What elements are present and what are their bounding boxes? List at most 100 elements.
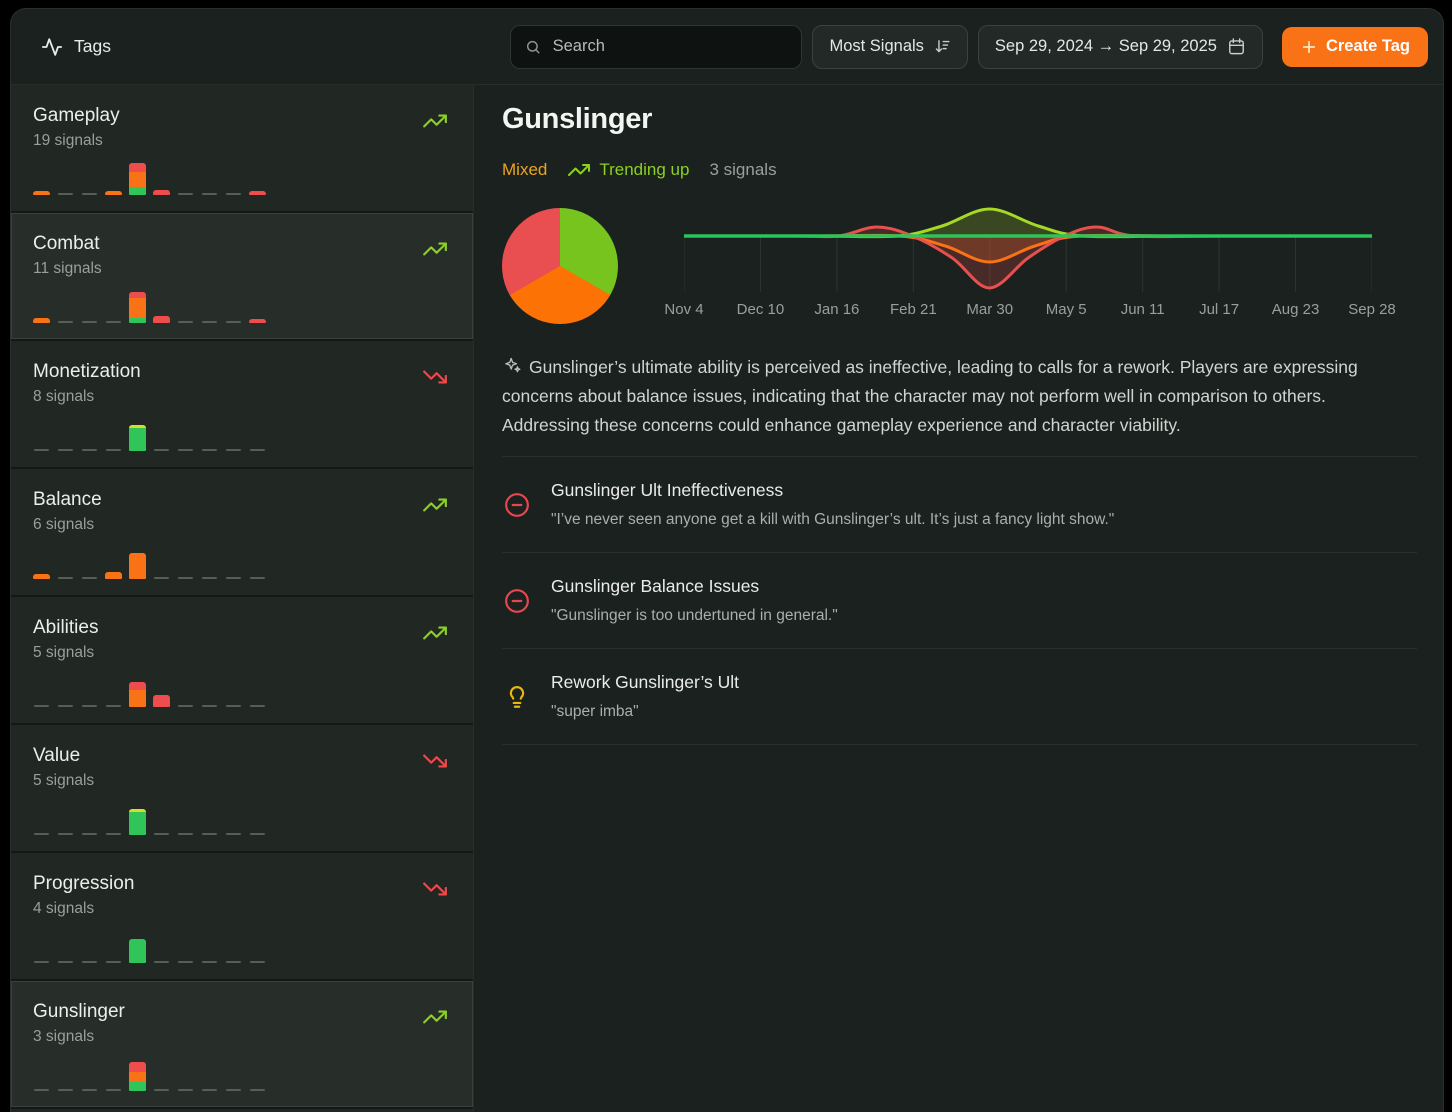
tag-list-item-abilities[interactable]: Abilities 5 signals bbox=[11, 597, 473, 723]
sparkline-bar-green bbox=[129, 318, 146, 323]
signals-timeline-chart: Nov 4 Dec 10 Jan 16 Feb 21 Mar 30 May 5 Jun 11… bbox=[664, 190, 1396, 319]
sparkline-empty-dash bbox=[250, 576, 265, 579]
sparkline-empty-dash bbox=[202, 576, 217, 579]
sparkline-empty-dash bbox=[226, 704, 241, 707]
sparkline-empty-dash bbox=[202, 1088, 217, 1091]
tag-sparkline bbox=[33, 675, 450, 707]
date-range-button[interactable]: Sep 29, 2024 → Sep 29, 2025 bbox=[977, 24, 1263, 69]
tag-list-item-balance[interactable]: Balance 6 signals bbox=[11, 469, 473, 595]
trending-up-icon bbox=[423, 498, 447, 512]
sparkline-bar-red bbox=[249, 191, 266, 195]
sparkline-bar-orange bbox=[129, 553, 146, 579]
sparkline-bar-orange bbox=[105, 191, 122, 195]
sparkline-empty-dash bbox=[34, 704, 49, 707]
x-axis-label: May 5 bbox=[1045, 301, 1087, 318]
summary-text: Gunslinger’s ultimate ability is perceiv… bbox=[502, 357, 1358, 435]
negative-signal-icon bbox=[505, 588, 529, 613]
sparkle-icon bbox=[505, 357, 521, 373]
negative-signal-icon bbox=[505, 492, 529, 517]
signal-row[interactable]: Gunslinger Ult Ineffectiveness "I’ve nev… bbox=[502, 457, 1417, 553]
sparkline-empty-dash bbox=[82, 320, 97, 323]
tag-list-item-progression[interactable]: Progression 4 signals bbox=[11, 853, 473, 979]
sparkline-empty-dash bbox=[202, 320, 217, 323]
sparkline-empty-dash bbox=[58, 448, 73, 451]
sparkline-bar-green bbox=[129, 187, 146, 195]
sparkline-bar-orange bbox=[129, 690, 146, 707]
date-range-label: Sep 29, 2024 → Sep 29, 2025 bbox=[994, 37, 1217, 55]
sentiment-badge: Mixed bbox=[502, 160, 548, 179]
sparkline-empty-dash bbox=[58, 832, 73, 835]
x-axis-label: Feb 21 bbox=[889, 301, 937, 318]
x-axis-label: Nov 4 bbox=[664, 301, 704, 318]
signal-row[interactable]: Gunslinger Balance Issues "Gunslinger is… bbox=[502, 553, 1417, 649]
sparkline-bar-red bbox=[129, 682, 146, 690]
trending-up-icon bbox=[423, 1010, 447, 1024]
sort-button[interactable]: Most Signals bbox=[812, 24, 968, 69]
sparkline-empty-dash bbox=[58, 576, 73, 579]
x-axis-label: Jan 16 bbox=[814, 301, 860, 318]
header: Tags Most Signals Sep 29, 2024 → Sep 29,… bbox=[11, 9, 1443, 85]
sparkline-empty-dash bbox=[106, 960, 121, 963]
trend-indicator: Trending up bbox=[567, 158, 689, 182]
sparkline-empty-dash bbox=[58, 320, 73, 323]
sparkline-bar-orange bbox=[33, 574, 50, 579]
signal-quote: "I’ve never seen anyone get a kill with … bbox=[551, 511, 1115, 528]
sparkline-bar-orange bbox=[129, 1072, 146, 1082]
search-input[interactable] bbox=[552, 37, 788, 56]
trending-down-icon bbox=[423, 882, 447, 896]
tag-name: Progression bbox=[33, 873, 135, 894]
sparkline-bar-yellow bbox=[129, 425, 146, 428]
activity-icon bbox=[41, 37, 63, 56]
tag-list-item-monetization[interactable]: Monetization 8 signals bbox=[11, 341, 473, 467]
tag-signal-count: 8 signals bbox=[33, 388, 95, 405]
trending-down-icon bbox=[423, 370, 447, 384]
tag-name: Gameplay bbox=[33, 105, 120, 126]
sparkline-empty-dash bbox=[226, 576, 241, 579]
signal-title: Gunslinger Ult Ineffectiveness bbox=[551, 480, 784, 500]
tag-sparkline bbox=[33, 163, 450, 195]
sparkline-empty-dash bbox=[154, 576, 169, 579]
tag-list-item-specter[interactable]: Specter 2 signals bbox=[11, 1109, 473, 1112]
tag-sparkline bbox=[33, 803, 450, 835]
sparkline-empty-dash bbox=[106, 1088, 121, 1091]
signal-row[interactable]: Rework Gunslinger’s Ult "super imba" bbox=[502, 649, 1417, 745]
sparkline-empty-dash bbox=[202, 704, 217, 707]
signals-list: Gunslinger Ult Ineffectiveness "I’ve nev… bbox=[502, 456, 1417, 745]
tag-list-item-gunslinger[interactable]: Gunslinger 3 signals bbox=[11, 981, 473, 1107]
tag-list-item-value[interactable]: Value 5 signals bbox=[11, 725, 473, 851]
tag-name: Monetization bbox=[33, 361, 141, 382]
sparkline-empty-dash bbox=[82, 448, 97, 451]
sparkline-empty-dash bbox=[178, 832, 193, 835]
sparkline-empty-dash bbox=[226, 832, 241, 835]
create-tag-button[interactable]: Create Tag bbox=[1281, 26, 1428, 67]
tag-name: Value bbox=[33, 745, 81, 766]
sparkline-bar-orange bbox=[33, 191, 50, 195]
sparkline-empty-dash bbox=[34, 1088, 49, 1091]
sparkline-empty-dash bbox=[202, 832, 217, 835]
series-fill-mixed bbox=[684, 235, 1372, 262]
tags-list: Gameplay 19 signals Combat 11 signals Mo… bbox=[11, 85, 474, 1112]
x-axis-label: Jun 11 bbox=[1120, 301, 1165, 318]
sparkline-empty-dash bbox=[34, 448, 49, 451]
sparkline-empty-dash bbox=[58, 1088, 73, 1091]
x-axis-label: Aug 23 bbox=[1271, 301, 1320, 318]
sparkline-bar-red bbox=[129, 1062, 146, 1072]
tag-list-item-combat[interactable]: Combat 11 signals bbox=[11, 213, 473, 339]
search-box[interactable] bbox=[510, 24, 803, 69]
sparkline-empty-dash bbox=[82, 960, 97, 963]
sparkline-empty-dash bbox=[106, 704, 121, 707]
sparkline-bar-red bbox=[153, 190, 170, 195]
tag-signal-count: 5 signals bbox=[33, 644, 95, 661]
calendar-icon bbox=[1228, 38, 1244, 55]
sparkline-bar-red bbox=[153, 316, 170, 323]
detail-title: Gunslinger bbox=[502, 103, 653, 135]
tag-sparkline bbox=[33, 291, 450, 323]
sparkline-empty-dash bbox=[106, 448, 121, 451]
tag-list-item-gameplay[interactable]: Gameplay 19 signals bbox=[11, 85, 473, 211]
sparkline-empty-dash bbox=[250, 960, 265, 963]
tag-name: Balance bbox=[33, 489, 102, 510]
trending-down-icon bbox=[423, 754, 447, 768]
brand: Tags bbox=[41, 36, 111, 58]
sparkline-bar-red bbox=[129, 292, 146, 298]
sparkline-bar-green bbox=[129, 428, 146, 451]
